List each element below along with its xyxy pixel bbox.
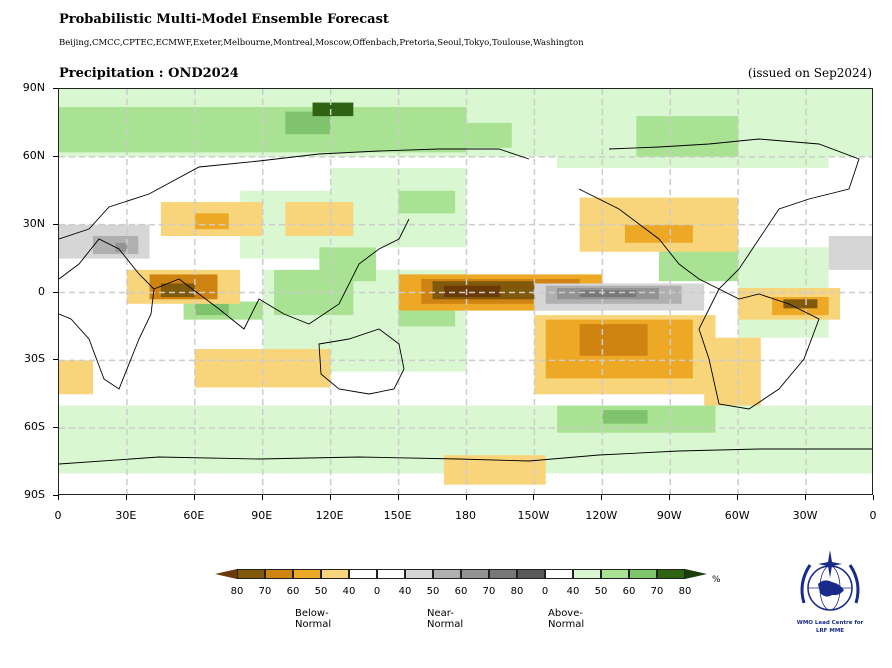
- colorbar-swatch: [405, 569, 433, 579]
- colorbar-category-label: Above-Normal: [548, 608, 585, 630]
- colorbar-swatch: [517, 569, 545, 579]
- lon-tick: [873, 495, 874, 500]
- lon-tick: [669, 495, 671, 500]
- colorbar-extend-high-icon: [685, 569, 707, 579]
- lat-tick: [53, 291, 58, 293]
- lon-tick-label: 0: [869, 509, 877, 522]
- lat-tick-label: 90N: [22, 81, 45, 94]
- lon-tick-label: 30W: [792, 509, 818, 522]
- colorbar-swatch: [573, 569, 601, 579]
- lat-tick: [53, 427, 58, 429]
- lat-tick: [53, 155, 58, 157]
- contributors-list: Beijing,CMCC,CPTEC,ECMWF,Exeter,Melbourn…: [59, 38, 584, 48]
- colorbar-tick-label: 50: [594, 586, 608, 597]
- variable-title: Precipitation : OND2024: [59, 66, 239, 81]
- issued-date: (issued on Sep2024): [747, 66, 872, 80]
- lon-tick-label: 120W: [585, 509, 618, 522]
- lat-tick-label: 60N: [22, 148, 45, 162]
- colorbar-swatch: [629, 569, 657, 579]
- colorbar-swatch: [293, 569, 321, 579]
- colorbar-tick-label: 60: [622, 586, 636, 597]
- colorbar-swatch: [657, 569, 685, 579]
- lon-tick-label: 0: [54, 509, 62, 522]
- colorbar-category-label: Near-Normal: [427, 608, 464, 630]
- colorbar-extend-low-icon: [215, 569, 237, 579]
- lon-tick: [58, 495, 59, 500]
- colorbar-swatch: [545, 569, 573, 579]
- lon-tick-label: 150E: [383, 509, 412, 522]
- lat-tick: [53, 88, 58, 89]
- coastline: [59, 238, 155, 390]
- lon-tick-label: 60W: [724, 509, 750, 522]
- lon-tick-label: 120E: [315, 509, 344, 522]
- coastline: [59, 448, 872, 465]
- colorbar-swatch: [601, 569, 629, 579]
- colorbar-tick-label: 80: [230, 586, 244, 597]
- lon-tick-label: 30E: [115, 509, 137, 522]
- lon-tick: [261, 495, 263, 500]
- colorbar-tick-label: 80: [510, 586, 524, 597]
- lon-tick: [193, 495, 195, 500]
- colorbar-tick-label: 0: [541, 586, 549, 597]
- colorbar-swatch: [433, 569, 461, 579]
- colorbar-tick-label: 70: [650, 586, 664, 597]
- lon-tick: [397, 495, 399, 500]
- wmo-logo: WMO Lead Centre for LRF MME: [790, 548, 870, 643]
- lon-tick-label: 60E: [183, 509, 205, 522]
- lat-tick-label: 90S: [24, 488, 45, 501]
- lat-tick: [53, 495, 58, 496]
- lat-tick: [53, 359, 58, 361]
- colorbar-tick-label: 70: [482, 586, 496, 597]
- colorbar-swatch: [265, 569, 293, 579]
- colorbar-swatch: [489, 569, 517, 579]
- colorbar-unit: %: [712, 575, 721, 585]
- colorbar-swatch: [237, 569, 265, 579]
- colorbar-swatch: [377, 569, 405, 579]
- lon-tick-label: 90E: [251, 509, 273, 522]
- wmo-emblem-icon: [800, 550, 860, 611]
- lon-tick-label: 90W: [656, 509, 682, 522]
- colorbar-tick-label: 60: [286, 586, 300, 597]
- map-canvas: [59, 89, 872, 494]
- lon-tick: [601, 495, 603, 500]
- lat-tick-label: 30N: [22, 216, 45, 230]
- colorbar-swatch: [321, 569, 349, 579]
- forecast-title: Probabilistic Multi-Model Ensemble Forec…: [59, 12, 389, 27]
- colorbar-tick-label: 40: [566, 586, 580, 597]
- colorbar-tick-label: 70: [258, 586, 272, 597]
- colorbar-category-label: Below-Normal: [295, 608, 332, 630]
- lon-tick: [329, 495, 331, 500]
- coastline: [578, 138, 860, 290]
- colorbar-tick-label: 0: [373, 586, 381, 597]
- logo-caption-line2: LRF MME: [815, 628, 845, 634]
- lon-tick: [125, 495, 127, 500]
- colorbar-tick-label: 40: [398, 586, 412, 597]
- lat-tick-label: 30S: [24, 352, 45, 366]
- lon-tick: [465, 495, 467, 500]
- lat-tick-label: 60S: [24, 420, 45, 434]
- coastline: [698, 288, 820, 410]
- colorbar-tick-label: 80: [678, 586, 692, 597]
- lat-tick-label: 0: [38, 284, 45, 298]
- forecast-map: [58, 88, 873, 495]
- colorbar-tick-label: 50: [426, 586, 440, 597]
- logo-caption-line1: WMO Lead Centre for: [796, 620, 864, 626]
- colorbar-tick-label: 50: [314, 586, 328, 597]
- coastline: [153, 218, 410, 330]
- lat-tick: [53, 223, 58, 225]
- coastline: [59, 148, 530, 240]
- lon-tick: [533, 495, 535, 500]
- colorbar-swatch: [349, 569, 377, 579]
- colorbar-tick-label: 60: [454, 586, 468, 597]
- lon-tick: [805, 495, 807, 500]
- colorbar-tick-label: 40: [342, 586, 356, 597]
- colorbar-swatch: [461, 569, 489, 579]
- lon-tick-label: 180: [455, 509, 476, 522]
- coastline: [318, 328, 405, 395]
- lon-tick: [737, 495, 739, 500]
- lon-tick-label: 150W: [517, 509, 550, 522]
